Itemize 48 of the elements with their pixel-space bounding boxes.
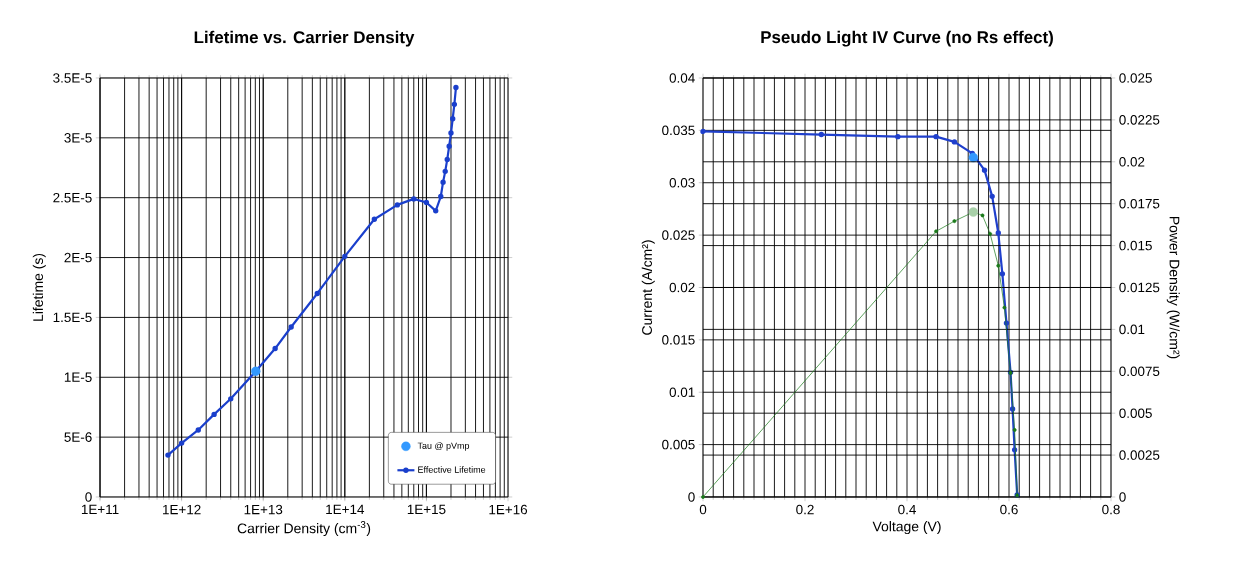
- y-tick-label: 3E-5: [64, 133, 92, 143]
- y-tick-label: 2E-5: [64, 252, 92, 263]
- x-tick-label: 1E+12: [163, 504, 201, 515]
- y2-tick-label: 0.015: [1119, 240, 1152, 251]
- chart-title: Pseudo Light IV Curve (no Rs effect): [761, 30, 1053, 47]
- y-tick-label: 0.02: [669, 282, 695, 293]
- y2-tick-label: 0.0175: [1119, 198, 1160, 209]
- x-tick-label: 0: [699, 504, 707, 515]
- x-tick-label: 0.8: [1102, 504, 1120, 515]
- y2-tick-label: 0.0125: [1119, 282, 1160, 293]
- y-tick-label: 0.005: [662, 439, 695, 450]
- y2-tick-label: 0.0225: [1119, 115, 1160, 125]
- y-axis-title: Current (A/cm²): [641, 240, 655, 335]
- y-tick-label: 0.025: [662, 230, 695, 240]
- y-tick-label: 0.04: [669, 73, 695, 83]
- y-tick-label: 0: [85, 492, 92, 502]
- x-tick-label: 1E+16: [489, 504, 528, 515]
- y-tick-label: 0.035: [662, 125, 695, 136]
- x-axis-title: Carrier Density (cm$^{-3}$): [237, 521, 371, 537]
- x-tick-label: 1E+13: [244, 504, 283, 515]
- x-tick-label: 0.6: [1000, 504, 1018, 515]
- y2-tick-label: 0.005: [1119, 408, 1152, 418]
- x-tick-label: 0.2: [796, 504, 814, 515]
- y-tick-label: 0.03: [669, 177, 695, 188]
- y2-tick-label: 0.0075: [1119, 366, 1160, 377]
- y-tick-label: 1.5E-5: [53, 312, 92, 323]
- chart-title: Lifetime vs. Carrier Density: [194, 30, 415, 47]
- y2-tick-label: 0.01: [1119, 324, 1145, 335]
- legend-label: Tau @ pVmp: [417, 442, 470, 451]
- y2-tick-label: 0.025: [1119, 73, 1152, 83]
- y-tick-label: 1E-5: [64, 372, 92, 382]
- y-tick-label: 0.01: [669, 387, 695, 397]
- y-tick-label: 5E-6: [64, 432, 92, 442]
- legend-label: Effective Lifetime: [418, 466, 486, 473]
- x-axis-title: Voltage (V): [872, 521, 941, 535]
- y2-tick-label: 0.0025: [1119, 450, 1160, 460]
- y2-axis-title: Power Density (W/cm²): [1166, 216, 1180, 359]
- x-tick-label: 0.4: [898, 504, 916, 515]
- x-tick-label: 1E+11: [81, 504, 119, 515]
- y-tick-label: 0.015: [662, 335, 695, 345]
- x-tick-label: 1E+15: [407, 504, 446, 515]
- y-tick-label: 0: [688, 492, 695, 502]
- y2-tick-label: 0.02: [1119, 157, 1145, 167]
- y-axis-title: Lifetime (s): [32, 253, 46, 321]
- x-tick-label: 1E+14: [326, 504, 365, 515]
- y-tick-label: 3.5E-5: [53, 73, 92, 83]
- y2-tick-label: 0: [1119, 492, 1126, 502]
- y-tick-label: 2.5E-5: [53, 192, 92, 203]
